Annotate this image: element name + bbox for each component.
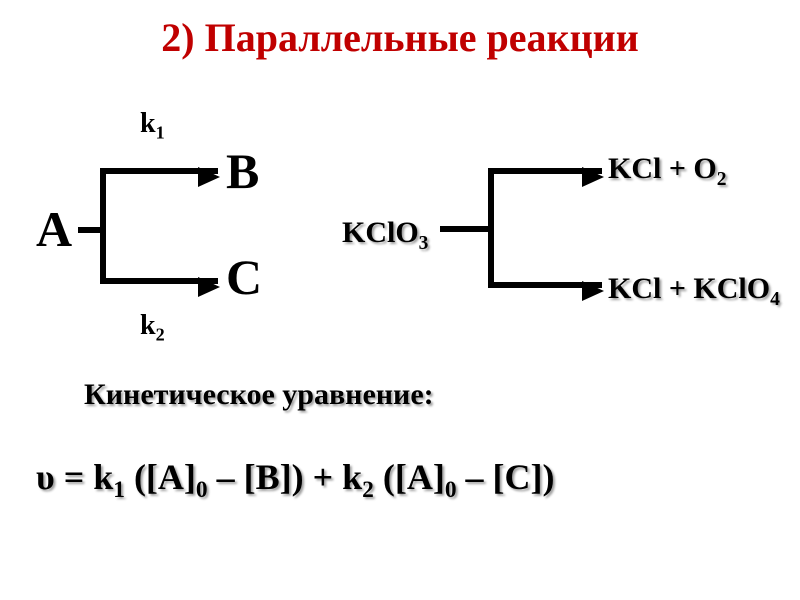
right-connector-vbar [488, 168, 494, 288]
prod2-text: KCl + KClO [608, 272, 770, 305]
k1-symbol: k [140, 108, 156, 139]
left-connector-vbar [100, 168, 106, 284]
left-reactant-A: A [36, 200, 72, 258]
rate-constant-k2: k2 [140, 310, 165, 342]
eq-upsilon: υ [36, 457, 55, 497]
right-reactant-KClO3: KClO3 [342, 216, 428, 250]
right-product-1: KCl + O2 [608, 152, 727, 186]
left-arrow-to-C [100, 278, 218, 284]
eq-k2-sub: 2 [362, 477, 374, 503]
prod1-sub: 2 [717, 169, 727, 190]
eq-k1-sub: 1 [113, 477, 125, 503]
eq-equals: = [55, 457, 94, 497]
kclo3-text: KClO [342, 216, 419, 249]
right-connector-stub [440, 226, 488, 232]
title-number: 2) [161, 15, 194, 60]
eq-k2: k [342, 457, 362, 497]
prod1-text: KCl + O [608, 152, 717, 185]
right-arrow-to-prod2 [488, 282, 602, 288]
eq-A0-sub2: 0 [445, 477, 457, 503]
left-connector-stub [78, 227, 100, 233]
eq-term1-rest: – [B]) + [208, 457, 343, 497]
eq-A0-sub1: 0 [196, 477, 208, 503]
eq-term1-open: ([A] [125, 457, 196, 497]
right-arrow-to-prod1 [488, 168, 602, 174]
rate-constant-k1: k1 [140, 108, 165, 140]
kinetic-equation: υ = k1 ([A]0 – [B]) + k2 ([A]0 – [C]) [36, 456, 554, 498]
kinetic-equation-heading: Кинетическое уравнение: [84, 378, 434, 412]
right-product-2: KCl + KClO4 [608, 272, 780, 306]
title-text: Параллельные реакции [195, 15, 639, 60]
k2-sub: 2 [156, 325, 165, 345]
k2-symbol: k [140, 310, 156, 341]
eq-term2-open: ([A] [374, 457, 445, 497]
eq-k1: k [93, 457, 113, 497]
left-arrow-to-B [100, 168, 218, 174]
slide-title: 2) Параллельные реакции [0, 18, 800, 58]
left-product-C: C [226, 248, 262, 306]
eq-term2-rest: – [C]) [457, 457, 555, 497]
prod2-sub: 4 [770, 289, 780, 310]
slide-stage: { "title": { "num": "2)", "rest": " Пара… [0, 0, 800, 600]
left-product-B: B [226, 142, 259, 200]
kclo3-sub: 3 [419, 233, 429, 254]
k1-sub: 1 [156, 123, 165, 143]
